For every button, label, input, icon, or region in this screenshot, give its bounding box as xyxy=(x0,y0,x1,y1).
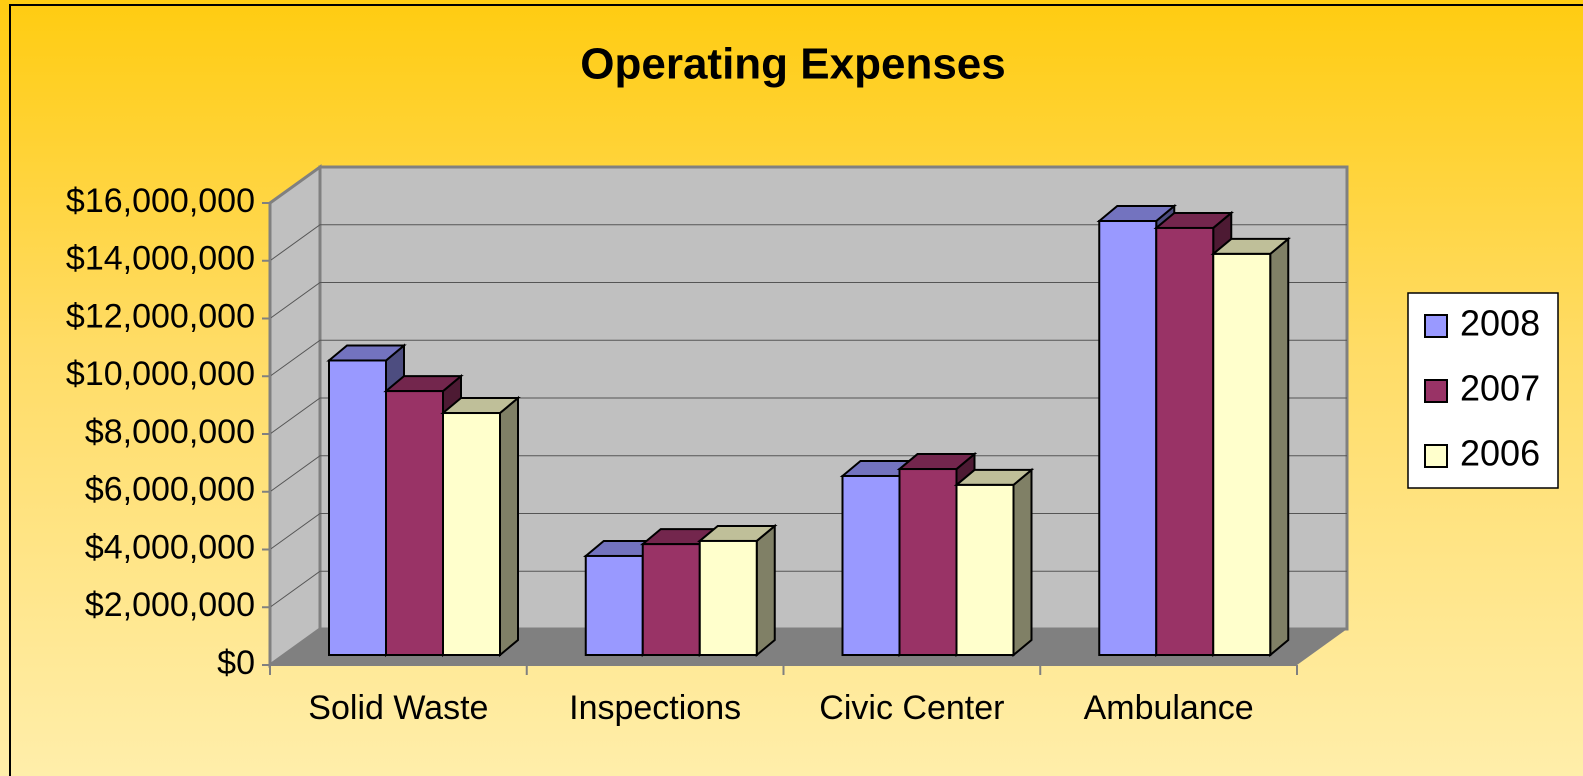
grid-line xyxy=(269,339,1347,377)
y-tick-label: $16,000,000 xyxy=(66,182,255,220)
y-tick-label: $8,000,000 xyxy=(85,413,255,451)
bar xyxy=(841,474,901,656)
y-tick-label: $12,000,000 xyxy=(66,297,255,335)
legend-label: 2007 xyxy=(1460,368,1540,409)
bar xyxy=(955,483,1015,656)
bar xyxy=(442,412,501,656)
x-tick-label: Solid Waste xyxy=(308,689,488,727)
x-tick-label: Inspections xyxy=(569,689,741,727)
bar xyxy=(698,539,758,656)
bar xyxy=(1212,252,1272,657)
x-tick-label: Ambulance xyxy=(1084,689,1254,727)
bar xyxy=(328,359,387,656)
y-tick-label: $2,000,000 xyxy=(85,586,255,624)
legend-label: 2008 xyxy=(1460,303,1540,344)
y-tick-label: $10,000,000 xyxy=(66,355,255,393)
legend-swatch xyxy=(1424,444,1448,468)
bar xyxy=(584,554,644,656)
grid-line xyxy=(269,282,1347,319)
y-tick-label: $14,000,000 xyxy=(66,240,255,278)
grid-line xyxy=(269,397,1347,435)
bar-side xyxy=(755,523,776,658)
chart-title: Operating Expenses xyxy=(580,40,1005,89)
grid-line xyxy=(269,224,1347,262)
floor xyxy=(270,629,1347,665)
y-tick-label: $6,000,000 xyxy=(85,471,255,509)
bar xyxy=(1098,220,1158,656)
bar xyxy=(641,543,701,656)
border xyxy=(9,4,1583,776)
legend-label: 2006 xyxy=(1460,433,1540,474)
x-tick-label: Civic Center xyxy=(819,689,1004,727)
y-tick-label: $0 xyxy=(217,644,255,682)
y-tick-label: $4,000,000 xyxy=(85,528,255,566)
bar-side xyxy=(1012,467,1033,658)
bar-side xyxy=(499,395,519,658)
bar xyxy=(898,468,958,657)
legend-swatch xyxy=(1424,314,1448,338)
bar xyxy=(385,390,444,656)
legend-swatch xyxy=(1424,379,1448,403)
grid-line xyxy=(269,455,1347,493)
bar xyxy=(1155,226,1215,656)
bar-side xyxy=(1269,236,1290,658)
